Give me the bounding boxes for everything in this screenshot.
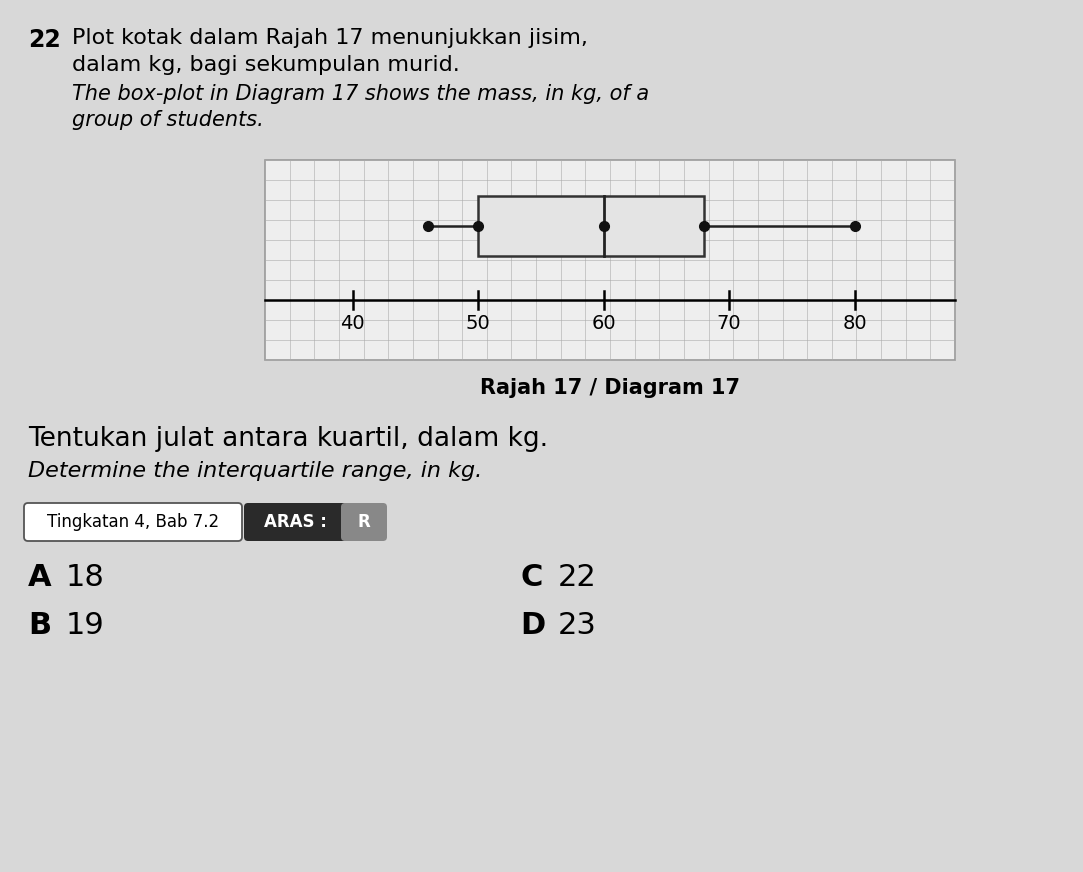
- Text: Tentukan julat antara kuartil, dalam kg.: Tentukan julat antara kuartil, dalam kg.: [28, 426, 548, 452]
- Text: 80: 80: [843, 314, 867, 333]
- Text: 22: 22: [28, 28, 61, 52]
- Text: Tingkatan 4, Bab 7.2: Tingkatan 4, Bab 7.2: [47, 513, 219, 531]
- Bar: [479, 196, 704, 256]
- Text: 18: 18: [66, 563, 105, 592]
- Bar: [265, 160, 955, 360]
- Text: 19: 19: [66, 611, 105, 640]
- Text: B: B: [28, 611, 51, 640]
- Text: Determine the interquartile range, in kg.: Determine the interquartile range, in kg…: [28, 461, 482, 481]
- Text: R: R: [357, 513, 370, 531]
- Text: 70: 70: [717, 314, 742, 333]
- Text: dalam kg, bagi sekumpulan murid.: dalam kg, bagi sekumpulan murid.: [71, 55, 460, 75]
- Text: 23: 23: [558, 611, 597, 640]
- FancyBboxPatch shape: [24, 503, 242, 541]
- Text: A: A: [28, 563, 52, 592]
- FancyBboxPatch shape: [244, 503, 347, 541]
- Text: Plot kotak dalam Rajah 17 menunjukkan jisim,: Plot kotak dalam Rajah 17 menunjukkan ji…: [71, 28, 588, 48]
- Text: 22: 22: [558, 563, 597, 592]
- Text: D: D: [520, 611, 545, 640]
- Text: ARAS :: ARAS :: [264, 513, 327, 531]
- Text: The box-plot in Diagram 17 shows the mass, in kg, of a: The box-plot in Diagram 17 shows the mas…: [71, 84, 649, 104]
- FancyBboxPatch shape: [341, 503, 387, 541]
- Text: 40: 40: [340, 314, 365, 333]
- Text: C: C: [520, 563, 543, 592]
- Text: group of students.: group of students.: [71, 110, 264, 130]
- Text: 50: 50: [466, 314, 491, 333]
- Text: Rajah 17 / Diagram 17: Rajah 17 / Diagram 17: [480, 378, 740, 398]
- Text: 60: 60: [591, 314, 616, 333]
